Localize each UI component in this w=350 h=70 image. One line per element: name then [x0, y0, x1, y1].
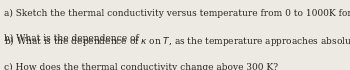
- Text: c) How does the thermal conductivity change above 300 K?: c) How does the thermal conductivity cha…: [4, 63, 278, 70]
- Text: b) What is the dependence of: b) What is the dependence of: [4, 34, 142, 43]
- Text: b) What is the dependence of $\kappa$ on $T$, as the temperature approaches abso: b) What is the dependence of $\kappa$ on…: [4, 34, 350, 48]
- Text: a) Sketch the thermal conductivity versus temperature from 0 to 1000K for silver: a) Sketch the thermal conductivity versu…: [4, 8, 350, 18]
